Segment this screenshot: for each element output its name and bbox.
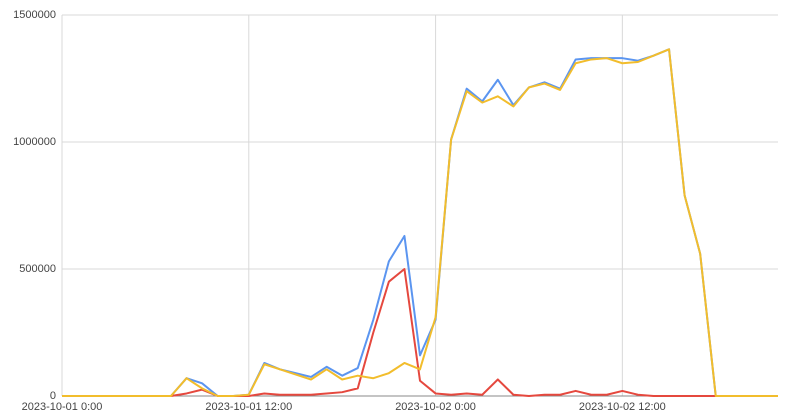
x-tick-label: 2023-10-02 0:00 xyxy=(395,401,476,413)
y-tick-label: 0 xyxy=(50,390,56,402)
y-tick-label: 500000 xyxy=(19,263,56,275)
y-tick-label: 1000000 xyxy=(13,136,56,148)
x-tick-label: 2023-10-01 12:00 xyxy=(205,401,292,413)
series-line xyxy=(62,48,778,397)
y-tick-label: 1500000 xyxy=(13,9,56,21)
series-line xyxy=(62,48,778,397)
series-line xyxy=(62,268,778,397)
x-tick-label: 2023-10-01 0:00 xyxy=(22,401,103,413)
x-tick-label: 2023-10-02 12:00 xyxy=(579,401,666,413)
